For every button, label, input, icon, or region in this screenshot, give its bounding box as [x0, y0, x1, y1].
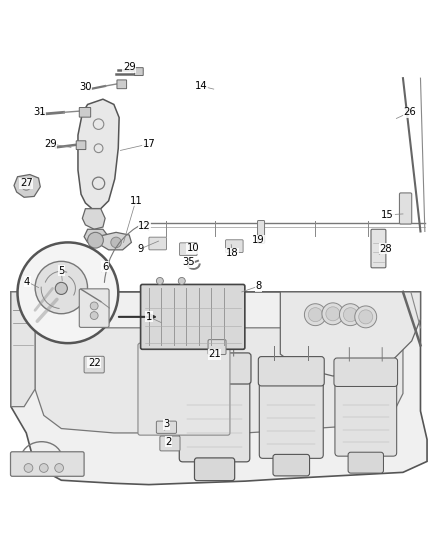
Text: 10: 10 — [187, 243, 199, 253]
Polygon shape — [280, 292, 420, 376]
FancyBboxPatch shape — [259, 379, 323, 458]
FancyBboxPatch shape — [84, 356, 104, 373]
Circle shape — [90, 312, 98, 319]
Polygon shape — [82, 209, 105, 229]
Polygon shape — [11, 292, 35, 407]
Polygon shape — [35, 328, 403, 433]
Text: 14: 14 — [195, 81, 208, 91]
Circle shape — [178, 278, 185, 285]
Text: 19: 19 — [252, 235, 265, 245]
Circle shape — [39, 464, 48, 472]
Polygon shape — [84, 229, 109, 247]
FancyBboxPatch shape — [194, 458, 235, 481]
Text: 29: 29 — [44, 139, 57, 149]
FancyBboxPatch shape — [258, 357, 324, 386]
Text: 26: 26 — [403, 107, 416, 117]
Text: 11: 11 — [129, 196, 142, 206]
Polygon shape — [14, 174, 40, 197]
Circle shape — [156, 278, 163, 285]
FancyBboxPatch shape — [141, 285, 245, 349]
Text: 18: 18 — [226, 248, 238, 259]
Polygon shape — [78, 99, 119, 209]
Text: 9: 9 — [137, 244, 143, 254]
Text: 12: 12 — [138, 221, 151, 231]
Circle shape — [359, 310, 373, 324]
FancyBboxPatch shape — [117, 80, 127, 88]
FancyBboxPatch shape — [334, 358, 398, 386]
FancyBboxPatch shape — [371, 229, 386, 268]
Text: 30: 30 — [79, 82, 92, 92]
Text: 21: 21 — [208, 349, 221, 359]
FancyBboxPatch shape — [134, 68, 143, 76]
FancyBboxPatch shape — [180, 243, 197, 255]
FancyBboxPatch shape — [399, 193, 412, 224]
Circle shape — [90, 302, 98, 310]
FancyBboxPatch shape — [160, 436, 180, 451]
Circle shape — [55, 282, 67, 294]
Text: 27: 27 — [20, 178, 33, 188]
Text: 6: 6 — [102, 262, 108, 271]
Circle shape — [22, 182, 31, 190]
FancyBboxPatch shape — [208, 340, 226, 354]
Text: 17: 17 — [142, 139, 155, 149]
FancyBboxPatch shape — [11, 452, 84, 477]
Circle shape — [18, 243, 118, 343]
Circle shape — [339, 304, 361, 326]
Circle shape — [343, 308, 357, 322]
FancyBboxPatch shape — [76, 141, 86, 150]
FancyBboxPatch shape — [79, 108, 91, 117]
Circle shape — [355, 306, 377, 328]
Circle shape — [111, 237, 121, 248]
FancyBboxPatch shape — [178, 353, 251, 384]
Text: 29: 29 — [123, 62, 136, 72]
Circle shape — [24, 464, 33, 472]
Circle shape — [308, 308, 322, 322]
FancyBboxPatch shape — [79, 289, 109, 327]
Text: 2: 2 — [166, 437, 172, 447]
Text: 31: 31 — [33, 107, 46, 117]
Text: 28: 28 — [379, 244, 392, 254]
FancyBboxPatch shape — [138, 343, 230, 435]
Polygon shape — [11, 292, 427, 484]
Text: 8: 8 — [255, 281, 261, 291]
FancyBboxPatch shape — [226, 240, 243, 253]
Circle shape — [35, 261, 88, 314]
Circle shape — [88, 232, 103, 248]
Circle shape — [304, 304, 326, 326]
FancyBboxPatch shape — [348, 452, 383, 473]
Text: 15: 15 — [381, 210, 394, 220]
Text: 1: 1 — [146, 312, 152, 322]
Text: 5: 5 — [58, 266, 64, 276]
Circle shape — [55, 464, 64, 472]
Text: 22: 22 — [88, 358, 101, 368]
FancyBboxPatch shape — [258, 221, 265, 243]
FancyBboxPatch shape — [149, 237, 166, 250]
FancyBboxPatch shape — [156, 421, 177, 433]
Circle shape — [322, 303, 344, 325]
FancyBboxPatch shape — [273, 455, 310, 476]
FancyBboxPatch shape — [179, 377, 250, 462]
Circle shape — [326, 307, 340, 321]
FancyBboxPatch shape — [335, 380, 397, 456]
Text: 4: 4 — [24, 277, 30, 287]
Polygon shape — [100, 232, 131, 250]
Text: 35: 35 — [182, 257, 194, 267]
Text: 3: 3 — [163, 419, 170, 429]
